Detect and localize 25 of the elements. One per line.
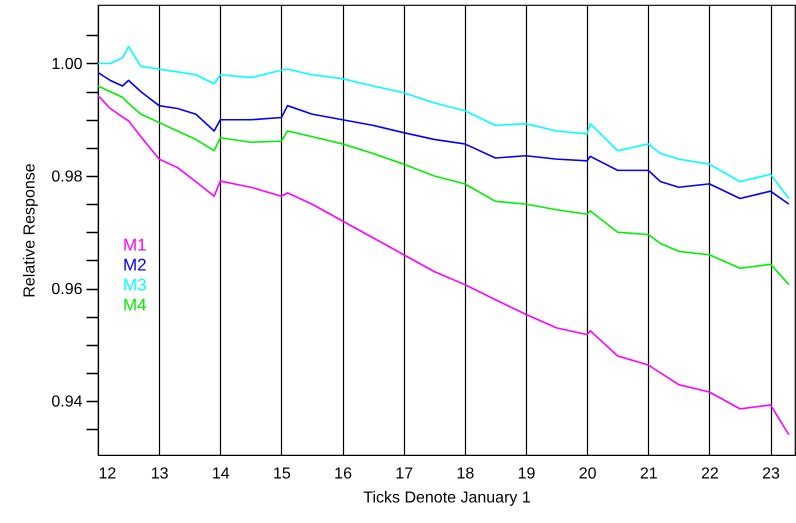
x-tick-label: 20 — [578, 466, 597, 482]
line-series — [97, 72, 790, 205]
x-tick-label: 19 — [518, 466, 536, 482]
text: M3 — [123, 276, 147, 294]
x-tick-label: 22 — [701, 466, 719, 482]
x-tick-label: 15 — [273, 466, 291, 482]
line-series — [97, 46, 790, 200]
text: M1 — [123, 236, 147, 254]
x-tick-label: 14 — [212, 466, 230, 482]
x-tick-label: 18 — [456, 466, 474, 482]
x-tick-label: 21 — [640, 466, 658, 482]
line-series — [97, 94, 790, 436]
x-tick-label: 16 — [334, 466, 352, 482]
x-tick-label: 13 — [150, 466, 169, 482]
y-tick-label: 0.94 — [51, 394, 83, 410]
y-tick-label: 0.98 — [51, 168, 83, 186]
x-tick-label: 12 — [98, 466, 116, 482]
x-tick-label: 17 — [395, 466, 414, 482]
y-tick-label: 1.00 — [51, 56, 83, 73]
text: M4 — [123, 296, 147, 314]
text: M2 — [123, 256, 147, 274]
x-axis-title: Ticks Denote January 1 — [363, 490, 531, 506]
y-axis-title: Relative Response — [21, 163, 38, 298]
y-tick-label: 0.96 — [51, 281, 83, 298]
x-tick-label: 23 — [762, 466, 780, 482]
